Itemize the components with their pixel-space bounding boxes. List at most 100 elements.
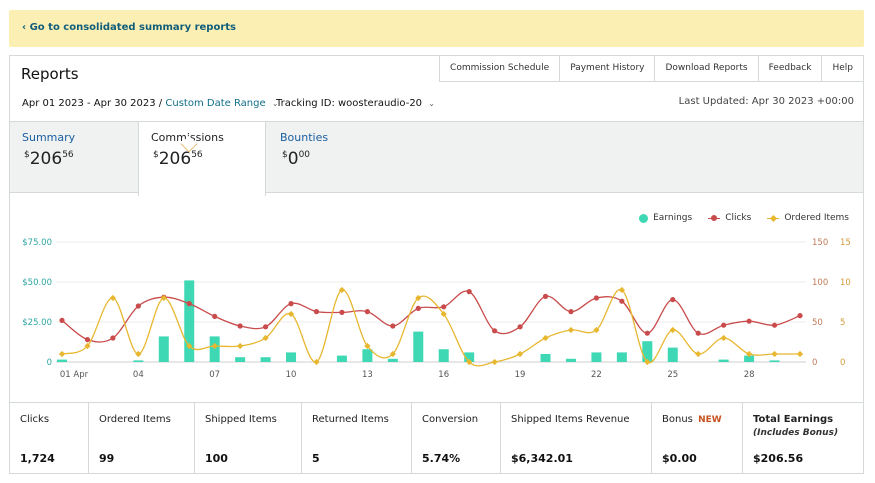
y-right-outer-tick-label: 50 <box>812 318 823 328</box>
custom-date-range-link[interactable]: Custom Date Range <box>165 98 266 109</box>
report-tabs: Summary $20656 Commissions $20656 Bounti… <box>10 121 863 196</box>
legend-earnings[interactable]: Earnings <box>639 213 692 223</box>
top-nav: Commission Schedule Payment History Down… <box>439 55 864 82</box>
earnings-bar <box>667 347 678 362</box>
clicks-point <box>568 309 574 315</box>
x-tick-label: 19 <box>515 370 526 380</box>
consolidated-summary-link[interactable]: ‹ Go to consolidated summary reports <box>22 22 236 33</box>
earnings-dot-icon <box>639 213 649 223</box>
clicks-point <box>135 303 141 309</box>
x-tick-label: 28 <box>744 370 755 380</box>
chart-legend: Earnings Clicks Ordered Items <box>639 213 849 223</box>
stat-returned-items: Returned Items 5 <box>302 403 412 474</box>
earnings-bar <box>260 357 271 362</box>
earnings-bar <box>235 357 246 362</box>
download-reports-button[interactable]: Download Reports <box>654 55 759 82</box>
tab-summary[interactable]: Summary $20656 <box>10 122 138 192</box>
earnings-bar <box>540 354 551 362</box>
clicks-point <box>593 295 600 301</box>
clicks-point <box>237 323 243 329</box>
legend-clicks[interactable]: Clicks <box>708 213 751 223</box>
y-left-tick-label: $25.00 <box>22 318 52 328</box>
x-tick-label: 10 <box>286 370 297 380</box>
clicks-point <box>110 335 116 341</box>
stat-label: Bonus NEW <box>662 414 722 425</box>
ordered-items-point <box>491 358 498 366</box>
payment-history-button[interactable]: Payment History <box>559 55 656 82</box>
clicks-point <box>288 301 294 307</box>
earnings-bar <box>286 352 297 362</box>
stat-label: Total Earnings <box>753 414 834 425</box>
y-left-tick-label: $75.00 <box>22 238 52 248</box>
clicks-point <box>644 330 650 336</box>
earnings-bar <box>209 336 220 362</box>
clicks-point <box>797 313 803 319</box>
x-tick-label: 01 Apr <box>60 370 89 380</box>
earnings-bar <box>642 341 653 362</box>
clicks-point <box>313 309 320 315</box>
legend-label: Earnings <box>653 213 693 223</box>
stat-value: $6,342.01 <box>511 452 573 465</box>
stat-conversion: Conversion 5.74% <box>412 403 501 474</box>
date-range-selector[interactable]: Apr 01 2023 - Apr 30 2023 / Custom Date … <box>22 98 279 109</box>
clicks-point <box>339 309 345 315</box>
ordered-items-point <box>262 334 269 342</box>
tab-commissions[interactable]: Commissions $20656 <box>138 122 266 196</box>
tab-value: $000 <box>282 149 311 169</box>
y-left-tick-label: 0 <box>47 358 52 368</box>
ordered-items-point <box>364 342 371 350</box>
legend-ordered-items[interactable]: Ordered Items <box>767 213 849 223</box>
stat-sublabel: (Includes Bonus) <box>753 428 839 438</box>
earnings-bar <box>336 355 347 362</box>
earnings-bar <box>769 360 780 362</box>
legend-label: Clicks <box>725 213 752 223</box>
clicks-line <box>61 290 801 343</box>
earnings-bar <box>133 360 144 362</box>
help-button[interactable]: Help <box>821 55 864 82</box>
tracking-id-text: Tracking ID: wooster­audio-20 <box>276 98 423 109</box>
clicks-point <box>59 317 65 323</box>
x-tick-label: 22 <box>591 370 602 380</box>
ordered-items-point <box>313 358 320 366</box>
y-left-tick-label: $50.00 <box>22 278 52 288</box>
stat-shipped-items-revenue: Shipped Items Revenue $6,342.01 <box>501 403 652 474</box>
stat-shipped-items: Shipped Items 100 <box>195 403 302 474</box>
ordered-items-point <box>720 334 727 342</box>
ordered-items-point <box>567 326 575 334</box>
clicks-point <box>619 298 625 304</box>
stat-value: $206.56 <box>753 452 804 465</box>
stat-value: 99 <box>99 452 115 465</box>
clicks-point <box>186 301 192 307</box>
stat-value: 5.74% <box>422 452 461 465</box>
tab-bounties[interactable]: Bounties $000 <box>268 122 396 192</box>
clicks-point <box>84 337 91 343</box>
ordered-items-marker-icon <box>767 214 780 223</box>
ordered-items-point <box>160 294 167 302</box>
clicks-point <box>441 304 447 310</box>
earnings-bar <box>362 349 373 362</box>
clicks-point <box>390 323 396 329</box>
clicks-marker-icon <box>708 214 721 223</box>
earnings-bar <box>464 352 475 362</box>
tab-value: $20656 <box>24 149 74 169</box>
feedback-button[interactable]: Feedback <box>757 55 823 82</box>
tracking-id-selector[interactable]: Tracking ID: wooster­audio-20 ⌄ <box>276 98 435 109</box>
earnings-bar <box>744 355 755 362</box>
earnings-bar <box>591 352 602 362</box>
stat-ordered-items: Ordered Items 99 <box>89 403 195 474</box>
ordered-items-point <box>669 326 676 334</box>
ordered-items-point <box>237 342 244 350</box>
earnings-bar <box>718 359 729 362</box>
clicks-point <box>542 293 549 299</box>
earnings-bar <box>565 358 576 362</box>
clicks-point <box>670 297 676 303</box>
clicks-point <box>212 313 218 319</box>
stat-clicks: Clicks 1,724 <box>10 403 89 474</box>
legend-label: Ordered Items <box>784 213 849 223</box>
stat-bonus: Bonus NEW $0.00 <box>652 403 743 474</box>
earnings-bar <box>413 331 424 362</box>
ordered-items-point <box>771 350 778 358</box>
clicks-point <box>492 328 498 334</box>
tab-label: Bounties <box>280 131 329 144</box>
x-tick-label: 25 <box>667 370 678 380</box>
